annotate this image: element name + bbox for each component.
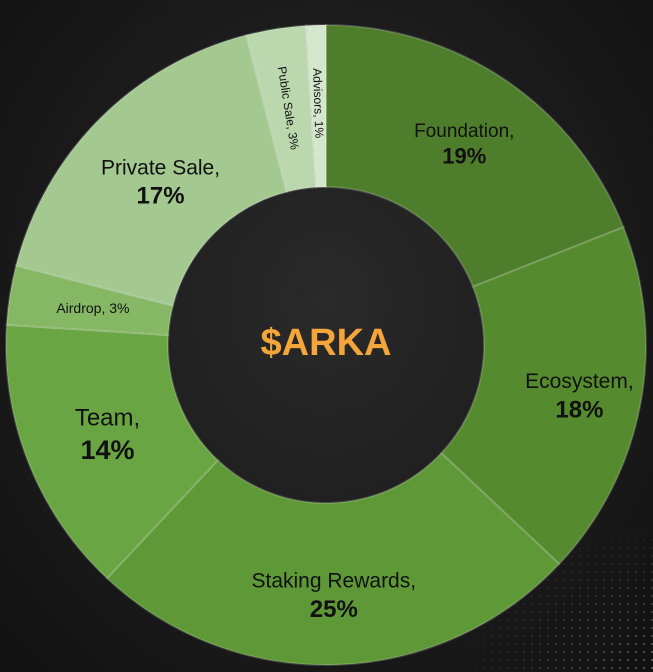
value-ecosystem: 18% xyxy=(555,396,603,423)
label-ecosystem: Ecosystem, xyxy=(525,370,634,393)
slice-advisors xyxy=(304,23,327,189)
value-foundation: 19% xyxy=(442,143,486,168)
label-airdrop: Airdrop, 3% xyxy=(56,300,129,316)
slice-public-sale xyxy=(245,24,318,194)
value-private-sale: 17% xyxy=(137,183,185,210)
slice-team xyxy=(5,323,220,580)
slice-foundation xyxy=(325,23,625,289)
value-staking-rewards: 25% xyxy=(310,596,358,623)
label-foundation: Foundation, xyxy=(414,121,514,142)
slice-private-sale xyxy=(14,33,288,307)
value-team: 14% xyxy=(80,435,134,465)
slice-ecosystem xyxy=(439,225,647,566)
label-advisors: Advisors, 1% xyxy=(310,68,326,139)
label-private-sale: Private Sale, xyxy=(101,156,220,179)
label-staking-rewards: Staking Rewards, xyxy=(252,570,417,593)
label-team: Team, xyxy=(75,405,140,432)
donut-slices xyxy=(5,23,647,666)
slice-staking-rewards xyxy=(105,451,561,666)
center-title: $ARKA xyxy=(261,322,392,364)
